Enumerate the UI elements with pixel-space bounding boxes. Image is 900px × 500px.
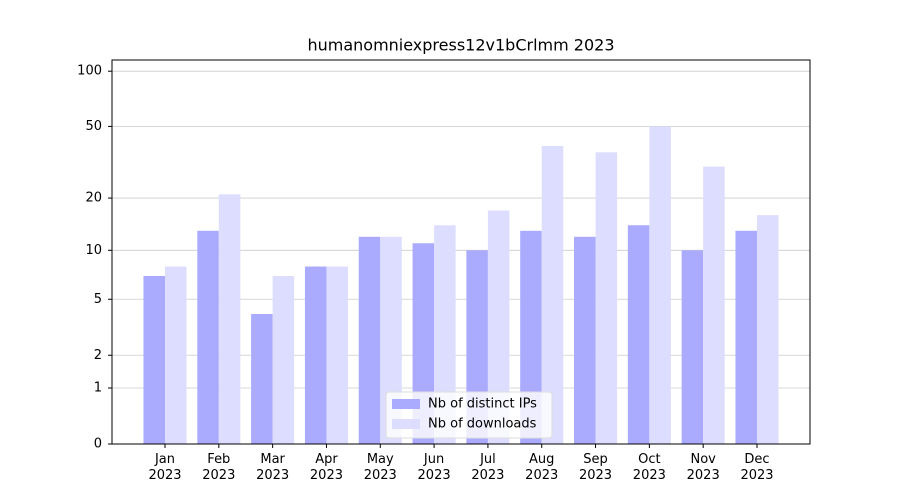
bar <box>143 276 166 444</box>
bar <box>703 166 725 444</box>
bar <box>541 146 564 444</box>
bar <box>165 266 187 444</box>
legend-box <box>385 391 553 439</box>
bar <box>756 215 779 444</box>
legend-label: Nb of distinct IPs <box>428 397 537 412</box>
y-tick-label: 0 <box>94 437 102 452</box>
bar <box>735 230 757 444</box>
legend: Nb of distinct IPs Nb of downloads <box>385 391 553 439</box>
x-tick-label: Sep 2023 <box>578 452 613 483</box>
bar <box>197 230 219 444</box>
bar <box>358 236 381 444</box>
bar <box>574 236 596 444</box>
bar <box>326 266 348 444</box>
x-tick-label: Dec 2023 <box>740 452 774 483</box>
plot-frame <box>111 59 811 445</box>
x-tick-label: Jan 2023 <box>148 452 182 483</box>
x-tick-label: Oct 2023 <box>632 452 666 483</box>
legend-swatch <box>392 399 420 409</box>
bar <box>304 266 327 444</box>
x-tick-label: Feb 2023 <box>202 452 236 483</box>
bar <box>520 230 542 444</box>
bar <box>627 225 650 444</box>
y-tick-label: 2 <box>94 348 102 363</box>
y-tick-label: 10 <box>85 243 102 258</box>
x-tick-label: Jun 2023 <box>417 452 451 483</box>
bar <box>251 313 273 444</box>
x-tick-label: Nov 2023 <box>686 452 720 483</box>
legend-swatch <box>392 419 420 429</box>
x-tick-label: May 2023 <box>363 452 397 483</box>
x-tick-label: Jul 2023 <box>471 452 505 483</box>
bar <box>434 225 456 444</box>
bar <box>218 194 241 444</box>
x-tick-label: Mar 2023 <box>256 452 290 483</box>
bar <box>649 126 671 445</box>
legend-label: Nb of downloads <box>428 417 537 432</box>
bar <box>272 276 295 444</box>
y-tick-label: 5 <box>94 292 102 307</box>
bar <box>595 152 618 444</box>
x-tick-label: Aug 2023 <box>525 452 559 483</box>
chart-title: humanomniexpress12v1bCrlmm 2023 <box>307 36 614 55</box>
y-tick-label: 50 <box>85 119 102 134</box>
y-tick-label: 20 <box>85 191 102 206</box>
x-tick-label: Apr 2023 <box>309 452 343 483</box>
bar <box>681 250 704 444</box>
bar <box>487 210 510 444</box>
y-tick-label: 100 <box>77 64 102 79</box>
y-tick-label: 1 <box>94 381 102 396</box>
